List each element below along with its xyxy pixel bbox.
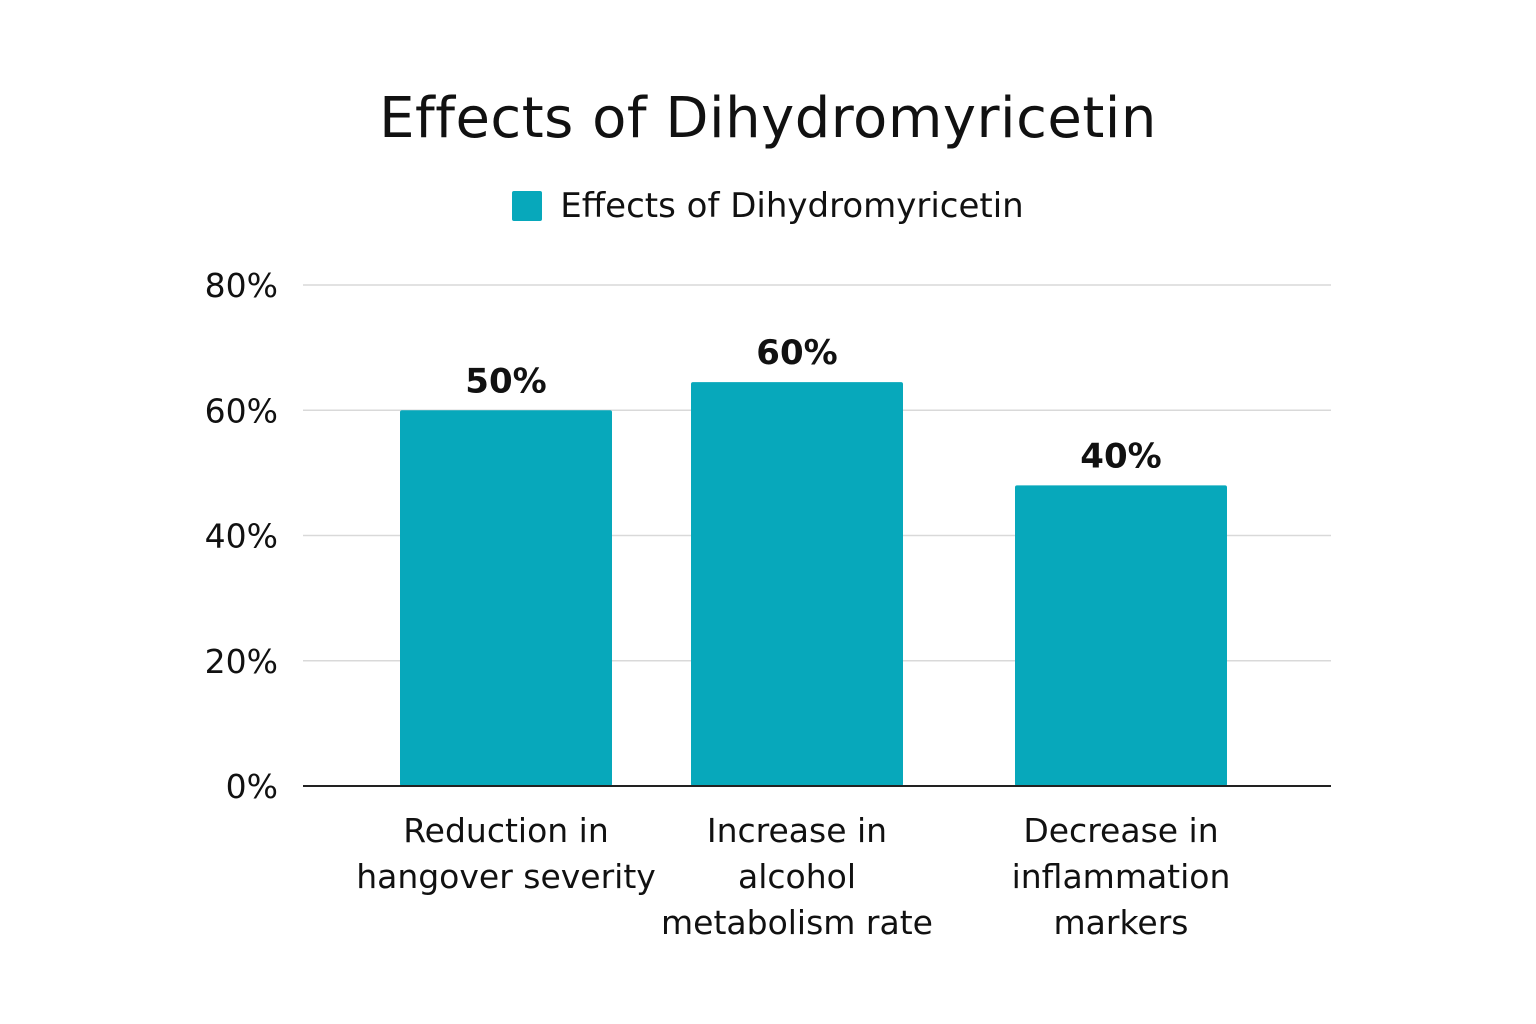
bar [691,382,903,786]
x-category-label: Increase in alcohol metabolism rate [661,811,933,942]
legend-label: Effects of Dihydromyricetin [560,186,1024,226]
legend: Effects of Dihydromyricetin [0,186,1536,226]
y-tick-label: 0% [226,767,278,806]
bar [1015,485,1227,786]
data-label: 60% [756,333,837,373]
x-category-label: Decrease in inflammation markers [1012,811,1231,942]
bar [400,410,612,786]
data-label: 40% [1080,436,1161,476]
legend-swatch [512,191,543,221]
x-category-label: Reduction in hangover severity [356,811,656,896]
data-label: 50% [465,361,546,401]
y-tick-label: 20% [205,642,278,681]
chart-title: Effects of Dihydromyricetin [379,86,1157,151]
y-tick-label: 60% [205,391,278,430]
y-tick-label: 40% [205,517,278,556]
y-tick-label: 80% [205,266,278,305]
